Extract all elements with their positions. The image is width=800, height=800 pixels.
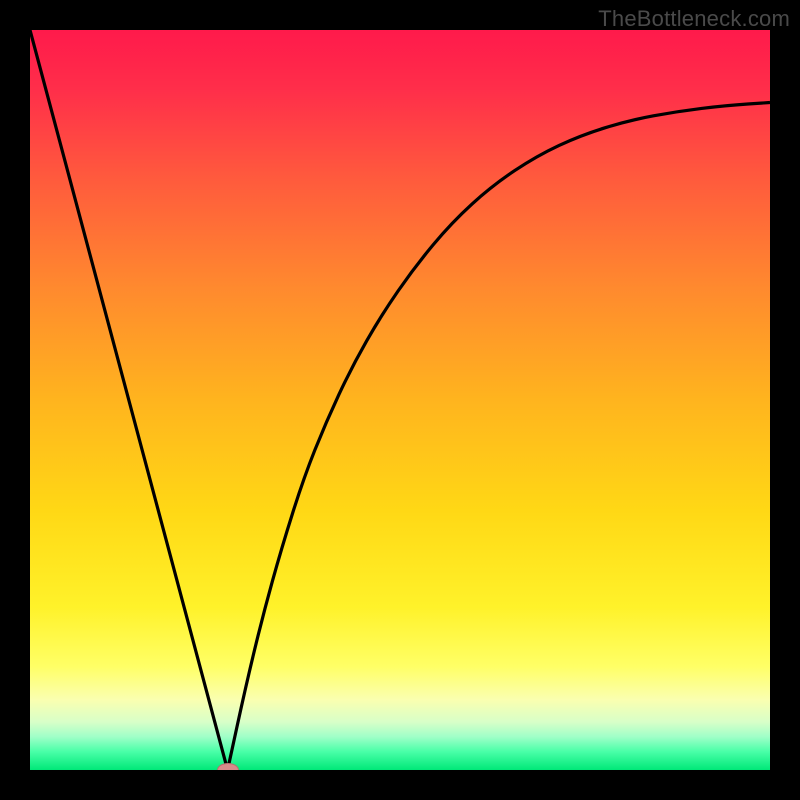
minimum-marker (217, 763, 239, 770)
plot-area (30, 30, 770, 770)
watermark-text: TheBottleneck.com (598, 6, 790, 32)
chart-container: TheBottleneck.com (0, 0, 800, 800)
bottleneck-curve (30, 30, 770, 770)
